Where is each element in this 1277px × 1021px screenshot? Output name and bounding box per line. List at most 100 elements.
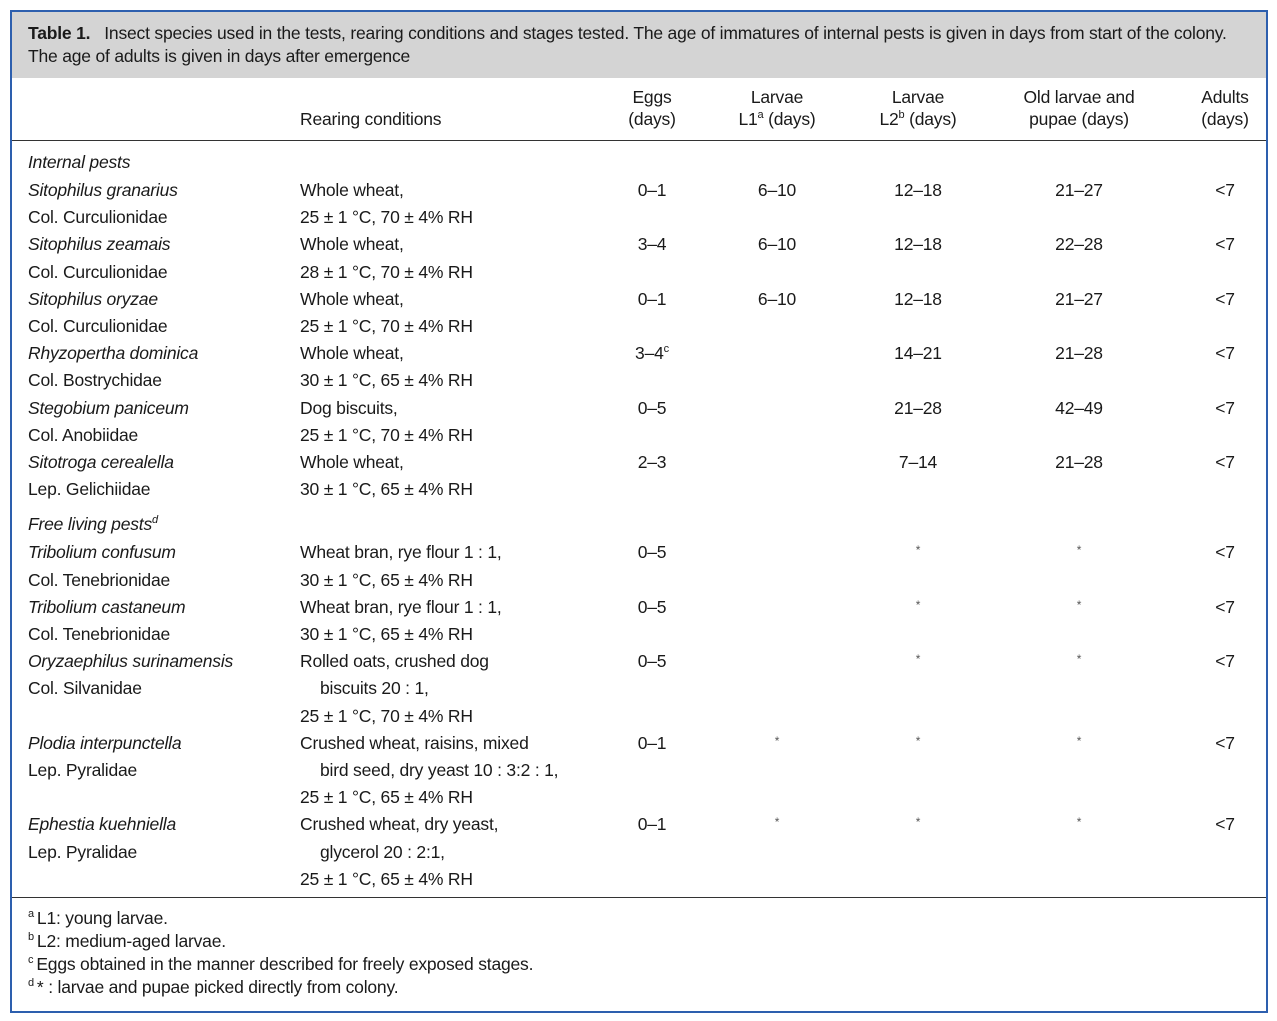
text: * xyxy=(915,597,921,612)
rearing-conditions: 30 ± 1 °C, 65 ± 4% RH xyxy=(300,478,473,500)
text: 21–27 xyxy=(1055,180,1103,200)
eggs-cell: 0–1 xyxy=(638,732,667,754)
text: 25 ± 1 °C, 65 ± 4% RH xyxy=(300,868,473,889)
l1-cell: 6–10 xyxy=(758,288,796,310)
adults-cell: <7 xyxy=(1215,288,1235,310)
adults-cell: <7 xyxy=(1215,650,1235,672)
old-cell: * xyxy=(1077,541,1082,563)
l2-cell: 12–18 xyxy=(894,233,942,255)
caption-label: Table 1. xyxy=(28,23,91,43)
family: Col. Curculionidae xyxy=(28,261,168,283)
species: Stegobium paniceum xyxy=(28,397,189,419)
species: Sitotroga cerealella xyxy=(28,451,174,473)
old-cell: 21–27 xyxy=(1055,288,1103,310)
text: Sitophilus oryzae xyxy=(28,288,158,309)
text: 12–18 xyxy=(894,180,942,200)
text: bird seed, dry yeast 10 : 3:2 : 1, xyxy=(320,760,559,780)
text: Dog biscuits, xyxy=(300,397,398,418)
text: * xyxy=(1076,597,1082,612)
rearing-conditions: 28 ± 1 °C, 70 ± 4% RH xyxy=(300,261,473,283)
text: 21–28 xyxy=(894,397,942,418)
text: L1 xyxy=(738,109,758,129)
caption-band xyxy=(12,12,1266,78)
text: * xyxy=(915,815,921,830)
text: Oryzaephilus surinamensis xyxy=(28,651,234,672)
text: 25 ± 1 °C, 70 ± 4% RH xyxy=(300,705,473,726)
text: * xyxy=(915,652,921,667)
eggs-cell: 2–3 xyxy=(638,451,667,473)
text: 25 ± 1 °C, 70 ± 4% RH xyxy=(300,316,473,336)
family: Lep. Pyralidae xyxy=(28,841,137,863)
text: 0–1 xyxy=(637,732,667,753)
rearing-conditions: Rolled oats, crushed dog xyxy=(300,650,489,672)
rearing-conditions: Wheat bran, rye flour 1 : 1, xyxy=(300,541,502,563)
caption-text: Insect species used in the tests, rearin… xyxy=(28,23,1227,66)
adults-cell: <7 xyxy=(1215,732,1235,754)
text: 25 ± 1 °C, 70 ± 4% RH xyxy=(300,207,473,228)
family: Col. Bostrychidae xyxy=(28,369,162,391)
text: Col. Anobiidae xyxy=(28,424,139,445)
species: Oryzaephilus surinamensis xyxy=(28,650,233,672)
text: * xyxy=(1076,733,1082,748)
adults-cell: <7 xyxy=(1215,541,1235,563)
text: <7 xyxy=(1215,651,1235,672)
eggs-cell: 0–5 xyxy=(638,650,667,672)
header-cell: L1a (days) xyxy=(738,108,815,130)
text: 0–5 xyxy=(637,542,667,563)
l2-cell: 7–14 xyxy=(899,451,937,473)
rearing-conditions: bird seed, dry yeast 10 : 3:2 : 1, xyxy=(320,759,559,781)
l1-cell: * xyxy=(775,813,780,835)
rearing-conditions: 30 ± 1 °C, 65 ± 4% RH xyxy=(300,569,473,591)
text: Col. Curculionidae xyxy=(28,207,168,228)
rearing-conditions: Whole wheat, xyxy=(300,233,404,255)
rearing-conditions: 25 ± 1 °C, 65 ± 4% RH xyxy=(300,868,473,890)
old-cell: 42–49 xyxy=(1055,397,1103,419)
text: 22–28 xyxy=(1055,234,1103,255)
family: Col. Tenebrionidae xyxy=(28,623,170,645)
old-cell: * xyxy=(1076,732,1082,754)
text: Free living pests xyxy=(28,514,153,535)
rearing-conditions: Whole wheat, xyxy=(300,451,404,473)
rearing-conditions: 30 ± 1 °C, 65 ± 4% RH xyxy=(300,623,473,645)
family: Lep. Gelichiidae xyxy=(28,478,151,500)
eggs-cell: 3–4 xyxy=(638,233,667,255)
l2-cell: 14–21 xyxy=(894,342,942,364)
header-cell: L2b (days) xyxy=(879,108,956,130)
text: <7 xyxy=(1215,397,1235,418)
text: (days) xyxy=(904,109,957,129)
adults-cell: <7 xyxy=(1215,451,1235,473)
footnote-mark: c xyxy=(28,954,34,966)
text: Lep. Pyralidae xyxy=(28,760,138,780)
old-cell: 21–28 xyxy=(1055,451,1103,473)
text: 30 ± 1 °C, 65 ± 4% RH xyxy=(300,624,473,644)
old-cell: * xyxy=(1077,813,1082,835)
text: 0–1 xyxy=(637,814,667,835)
text: Stegobium paniceum xyxy=(28,397,189,418)
text: Whole wheat, xyxy=(300,343,404,364)
old-cell: 21–27 xyxy=(1055,179,1103,201)
text: Whole wheat, xyxy=(300,234,404,255)
frame xyxy=(10,10,1268,1013)
superscript: d xyxy=(152,514,158,527)
header-cell: Rearing conditions xyxy=(300,108,442,130)
header-cell: pupae (days) xyxy=(1029,108,1129,130)
text: Col. Curculionidae xyxy=(28,261,168,282)
rearing-conditions: biscuits 20 : 1, xyxy=(320,677,429,699)
text: (days) xyxy=(628,109,676,129)
text: 21–28 xyxy=(1055,452,1103,472)
eggs-cell: 0–1 xyxy=(638,179,667,201)
text: L2 xyxy=(879,109,899,129)
family: Col. Curculionidae xyxy=(28,206,168,228)
section-title: Internal pests xyxy=(28,151,130,173)
text: Crushed wheat, dry yeast, xyxy=(300,814,499,835)
l2-cell: * xyxy=(915,596,921,618)
text: Rolled oats, crushed dog xyxy=(300,651,489,672)
footnote: a L1: young larvae. xyxy=(28,907,168,929)
footnote-text: * : larvae and pupae picked directly fro… xyxy=(36,977,399,997)
text: * xyxy=(915,543,921,558)
text: Crushed wheat, raisins, mixed xyxy=(300,732,529,753)
text: Ephestia kuehniella xyxy=(28,814,176,835)
text: 12–18 xyxy=(894,234,942,255)
text: Wheat bran, rye flour 1 : 1, xyxy=(300,596,502,617)
rearing-conditions: 25 ± 1 °C, 65 ± 4% RH xyxy=(300,786,473,808)
